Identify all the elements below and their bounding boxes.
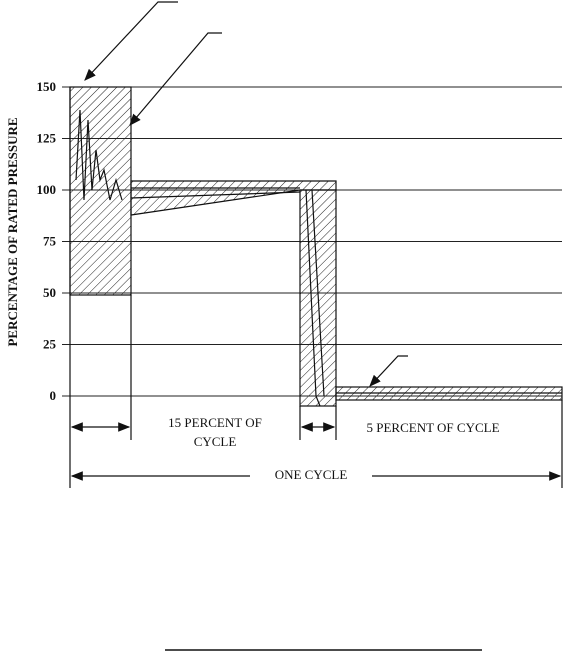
y-tick-label: 75 xyxy=(43,234,57,249)
y-tick-label: 0 xyxy=(50,388,57,403)
y-tick-label: 25 xyxy=(43,337,57,352)
dimension-label: CYCLE xyxy=(194,434,237,449)
dimension-lines xyxy=(70,87,562,651)
y-tick-label: 125 xyxy=(37,131,57,146)
pressure-profile xyxy=(69,86,563,407)
leaders xyxy=(84,1,408,387)
dimension-label: 15 PERCENT OF xyxy=(168,415,262,430)
dimension-label: ONE CYCLE xyxy=(275,467,348,482)
y-tick-label: 50 xyxy=(43,285,56,300)
y-tick-label: 100 xyxy=(37,182,57,197)
dimension-label: 5 PERCENT OF CYCLE xyxy=(366,420,499,435)
y-tick-label: 150 xyxy=(37,79,57,94)
y-axis-label: PERCENTAGE OF RATED PRESSURE xyxy=(5,117,20,346)
